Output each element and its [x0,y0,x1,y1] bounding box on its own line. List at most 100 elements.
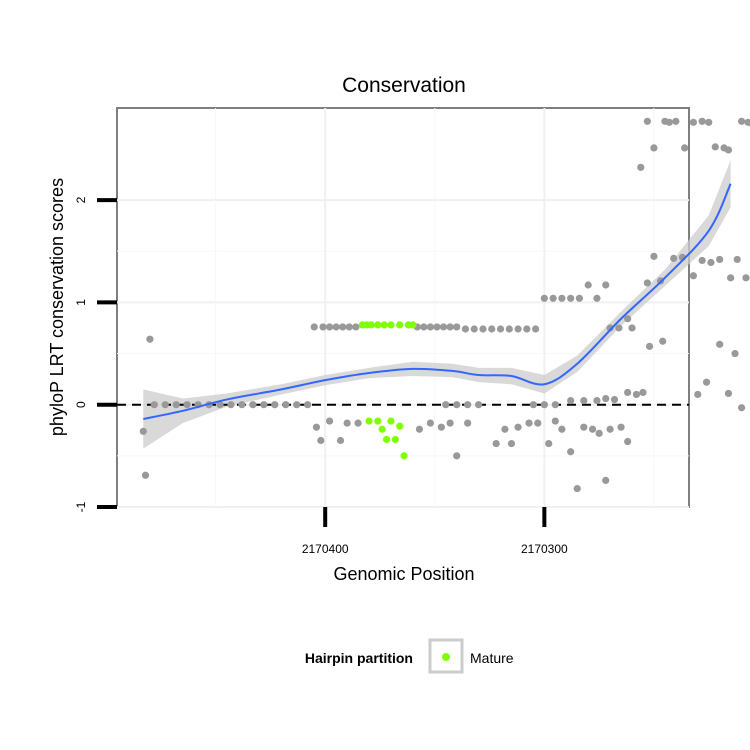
other-point [580,423,588,431]
other-point [336,436,345,445]
other-point [665,118,673,126]
other-point [573,484,581,493]
other-point [514,325,522,333]
other-point [496,325,505,333]
other-point [645,342,654,350]
other-point [624,437,632,446]
other-point [161,401,169,409]
other-point [637,163,645,171]
other-point [282,401,290,409]
other-point [689,272,697,280]
other-point [339,323,347,331]
other-point [632,390,641,399]
other-point [507,439,516,448]
other-point [670,254,678,262]
y-axis-label: phyloP LRT conservation scores [47,178,67,436]
other-point [681,144,689,152]
other-point [146,335,154,343]
other-point [446,323,454,331]
chart-title: Conservation [342,74,466,97]
other-point [415,425,424,433]
other-point [446,419,454,427]
other-point [319,323,327,331]
other-point [514,423,522,431]
other-point [584,281,592,289]
axes: -1 0 1 2 2170400 2170300 [74,196,568,556]
mature-point [396,321,404,329]
other-point [345,323,353,331]
other-point [593,294,601,302]
other-point [540,294,548,302]
x-tick-label: 2170400 [302,542,349,556]
other-point [615,324,623,332]
x-axis-label: Genomic Position [333,564,474,584]
other-point [551,417,559,425]
other-point [479,325,487,333]
other-point [439,323,448,331]
other-point [529,401,537,409]
other-point [249,401,257,409]
other-point [464,419,472,427]
other-point [689,118,697,126]
mature-point [365,417,373,425]
other-point [698,117,706,125]
other-point [733,255,741,264]
other-point [260,401,268,409]
other-point [567,294,575,302]
other-point [716,340,724,348]
other-point [698,256,706,265]
other-point [354,419,362,427]
other-point [567,397,575,405]
x-tick-label: 2170300 [521,542,568,556]
other-point [531,325,540,333]
mature-point [387,417,395,425]
other-point [602,394,610,403]
other-point [602,476,610,484]
other-point [505,325,513,333]
mature-point [387,321,395,329]
other-point [464,401,472,409]
other-point [643,279,651,287]
other-point [540,401,548,409]
other-point [453,452,461,460]
mature-point [391,435,399,444]
other-point [659,337,667,345]
other-point [650,252,658,260]
other-point [742,274,750,282]
mature-point [400,452,408,460]
other-point [639,388,647,397]
y-tick-label: -1 [74,501,88,512]
other-point [325,323,334,331]
other-point [549,294,557,302]
other-point [470,325,478,333]
other-point [716,255,724,264]
smooth-curve [143,183,732,420]
other-point [433,323,441,331]
other-point [139,427,147,435]
other-point [707,258,715,267]
other-point [310,323,318,331]
other-point [426,323,434,331]
y-tick-label: 0 [74,401,88,408]
y-tick-label: 2 [74,196,88,203]
other-point [525,419,533,427]
other-point [437,423,445,431]
other-point [312,423,321,431]
other-point [304,401,312,409]
other-point [595,429,603,437]
other-point [588,425,597,433]
other-point [352,323,360,331]
other-point [731,349,739,358]
other-point [744,118,750,126]
other-point [271,401,279,409]
other-point [332,323,340,331]
other-point [523,325,531,333]
mature-point [380,321,388,329]
other-point [610,395,619,404]
other-point [624,315,632,323]
y-tick-label: 1 [74,299,88,306]
plot-panel [116,107,690,508]
other-point [453,401,461,409]
other-point [580,397,588,405]
